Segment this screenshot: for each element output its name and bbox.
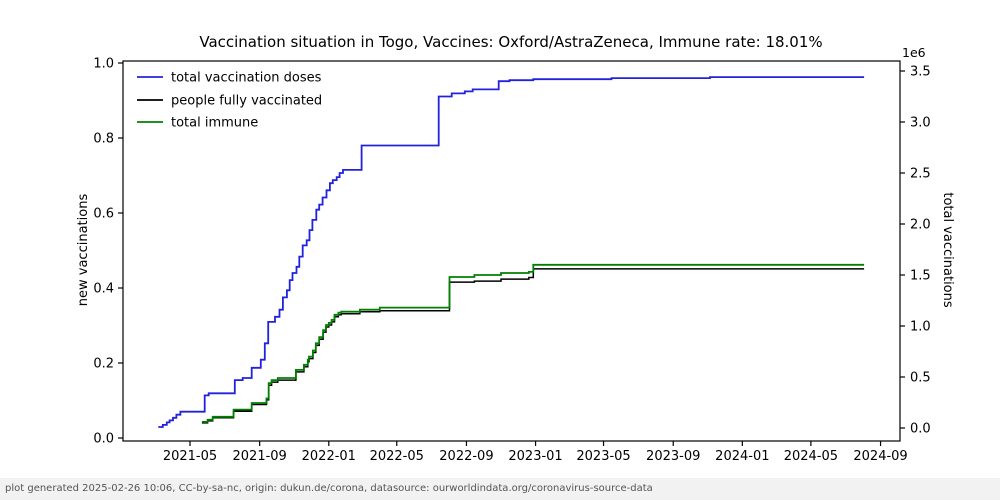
chart-title: Vaccination situation in Togo, Vaccines:… (199, 33, 822, 51)
legend-label-total-doses: total vaccination doses (171, 71, 322, 86)
right-tick-label: 0.5 (910, 371, 931, 386)
legend-label-total-immune: total immune (171, 116, 258, 131)
left-axis-label: new vaccinations (76, 194, 91, 307)
footer-bar: plot generated 2025-02-26 10:06, CC-by-s… (0, 478, 1000, 500)
right-axis-multiplier: 1e6 (902, 45, 926, 60)
legend-label-fully-vaccinated: people fully vaccinated (171, 94, 322, 109)
x-axis-ticks: 2021-05 2021-09 2022-01 2022-05 2022-09 2023-… (163, 441, 908, 464)
right-tick-label: 1.0 (910, 320, 931, 335)
left-tick-label: 0.8 (93, 132, 114, 147)
x-tick-label: 2023-05 (576, 449, 630, 464)
right-tick-label: 3.5 (910, 65, 931, 80)
series-lines (158, 76, 865, 428)
chart-canvas: Vaccination situation in Togo, Vaccines:… (76, 33, 955, 464)
right-tick-label: 2.0 (910, 218, 931, 233)
right-tick-label: 1.5 (910, 269, 931, 284)
plot-border (122, 60, 901, 442)
series-total-immune (201, 263, 865, 423)
legend-item: total vaccination doses (137, 71, 322, 86)
left-tick-label: 0.0 (93, 432, 114, 447)
x-tick-label: 2024-05 (784, 449, 838, 464)
x-tick-label: 2022-09 (439, 449, 493, 464)
x-tick-label: 2022-05 (370, 449, 424, 464)
x-tick-label: 2023-01 (508, 449, 562, 464)
right-tick-label: 3.0 (910, 116, 931, 131)
legend-item: people fully vaccinated (137, 94, 322, 109)
left-tick-label: 0.6 (93, 207, 114, 222)
x-tick-label: 2021-09 (233, 449, 287, 464)
footer-text: plot generated 2025-02-26 10:06, CC-by-s… (5, 483, 653, 494)
legend-item: total immune (137, 116, 258, 131)
x-tick-label: 2022-01 (302, 449, 356, 464)
right-axis-ticks: 0.0 0.5 1.0 1.5 2.0 2.5 3.0 3.5 (900, 65, 931, 437)
x-tick-label: 2024-01 (715, 449, 769, 464)
right-tick-label: 2.5 (910, 167, 931, 182)
series-people-fully-vaccinated (201, 268, 865, 424)
right-tick-label: 0.0 (910, 422, 931, 437)
x-tick-label: 2023-09 (646, 449, 700, 464)
right-axis-label: total vaccinations (940, 192, 955, 308)
legend: total vaccination doses people fully vac… (137, 71, 322, 131)
x-tick-label: 2024-09 (853, 449, 907, 464)
x-tick-label: 2021-05 (163, 449, 217, 464)
left-tick-label: 1.0 (93, 57, 114, 72)
left-axis-ticks: 0.0 0.2 0.4 0.6 0.8 1.0 (93, 57, 123, 447)
left-tick-label: 0.2 (93, 357, 114, 372)
series-total-vaccination-doses (158, 76, 865, 428)
left-tick-label: 0.4 (93, 282, 114, 297)
